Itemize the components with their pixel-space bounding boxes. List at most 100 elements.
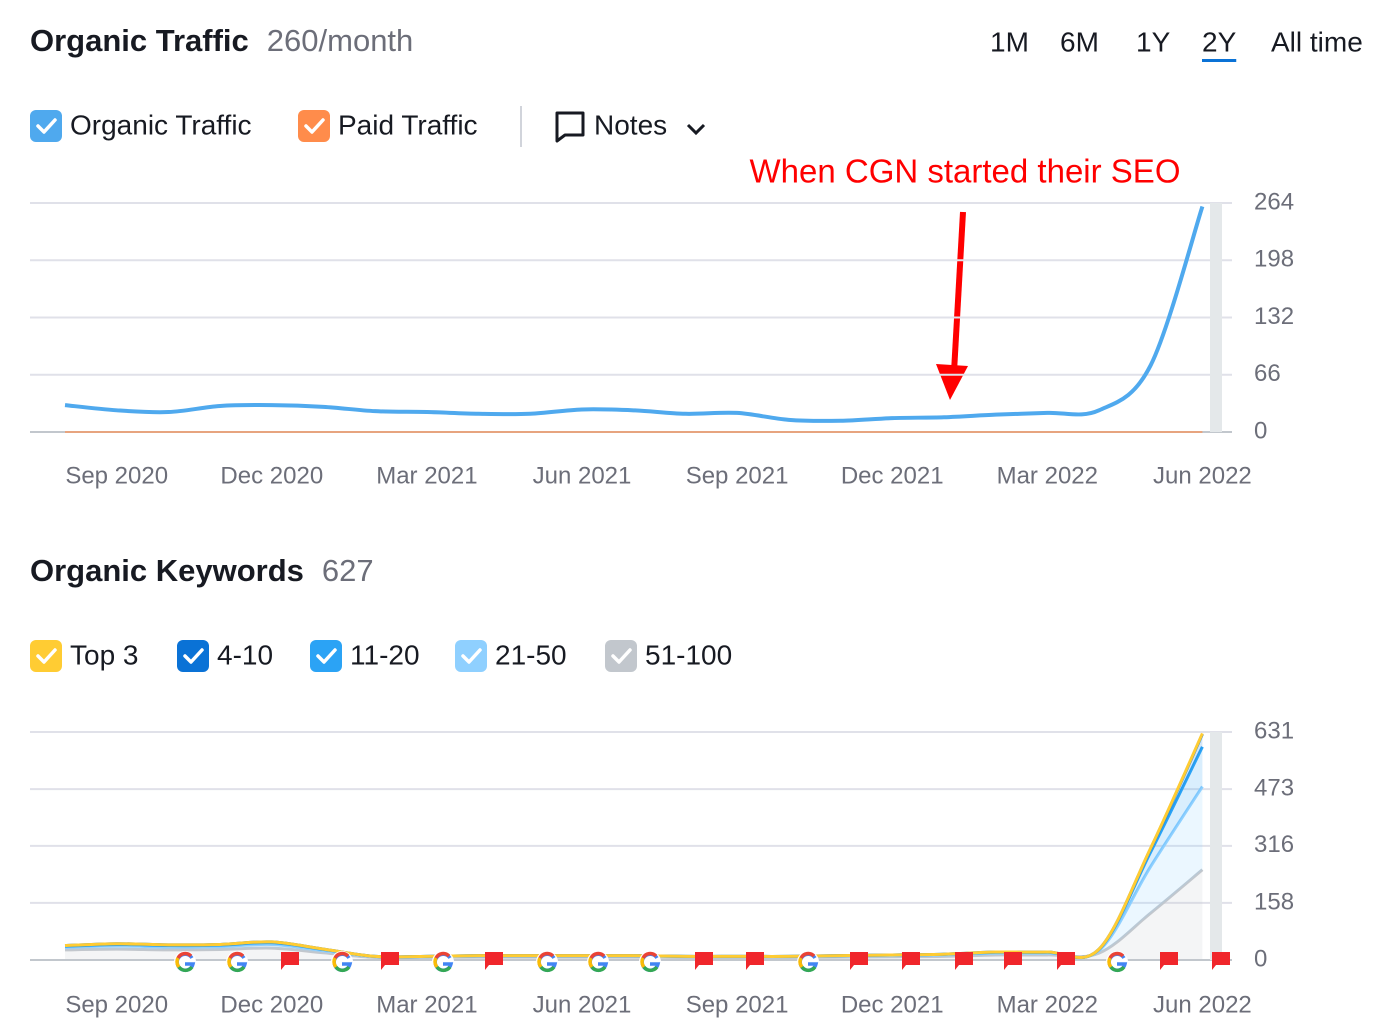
- legend-checkbox[interactable]: [30, 110, 62, 142]
- x-tick-label: Dec 2020: [220, 991, 323, 1018]
- area-line: [64, 785, 1204, 960]
- google-g-green: [435, 965, 452, 973]
- google-g-green: [1109, 965, 1126, 973]
- google-g-red: [589, 951, 606, 959]
- y-tick-label: 198: [1254, 246, 1294, 273]
- legend-checkbox[interactable]: [298, 110, 330, 142]
- annotation: When CGN started their SEO: [750, 153, 1181, 190]
- legend-label[interactable]: Top 3: [70, 639, 139, 670]
- google-update-icon[interactable]: [797, 951, 819, 973]
- x-tick-label: Mar 2021: [376, 991, 477, 1018]
- y-tick-label: 0: [1254, 417, 1267, 444]
- google-g-green: [229, 965, 246, 973]
- x-tick-label: Dec 2021: [841, 462, 944, 489]
- legend-checkbox[interactable]: [310, 640, 342, 672]
- x-tick-label: Sep 2021: [686, 991, 789, 1018]
- google-update-icon[interactable]: [639, 951, 661, 973]
- google-g-yellow: [1107, 957, 1113, 969]
- google-g-red: [1108, 951, 1125, 959]
- note-flag[interactable]: [381, 952, 399, 970]
- y-tick-label: 0: [1254, 945, 1267, 972]
- checkmark: [36, 648, 57, 664]
- legend-label[interactable]: Organic Traffic: [70, 109, 252, 140]
- range-button[interactable]: 1Y: [1136, 26, 1171, 57]
- chart-subtitle: 260/month: [267, 23, 414, 58]
- google-g-red: [176, 951, 193, 959]
- legend-checkbox[interactable]: [30, 640, 62, 672]
- notes-label[interactable]: Notes: [594, 109, 667, 140]
- google-g-red: [538, 951, 555, 959]
- note-flag[interactable]: [1004, 952, 1022, 970]
- note-flag[interactable]: [281, 952, 299, 970]
- google-g-red: [641, 951, 658, 959]
- range-button[interactable]: 6M: [1060, 26, 1099, 57]
- checkmark: [461, 648, 482, 664]
- google-g-green: [177, 965, 194, 973]
- google-g-yellow: [175, 957, 181, 969]
- note-flag[interactable]: [850, 952, 868, 970]
- checkmark: [304, 118, 325, 134]
- area: [65, 746, 1203, 958]
- x-tick-label: Jun 2021: [533, 991, 632, 1018]
- google-update-icon[interactable]: [587, 951, 609, 973]
- google-g-yellow: [588, 957, 594, 969]
- legend-label[interactable]: 51-100: [645, 639, 732, 670]
- google-update-icon[interactable]: [174, 951, 196, 973]
- annotation-arrowhead: [936, 364, 968, 400]
- range-button[interactable]: All time: [1271, 26, 1363, 57]
- google-update-icon[interactable]: [1106, 951, 1128, 973]
- note-flag[interactable]: [955, 952, 973, 970]
- legend-label[interactable]: Paid Traffic: [338, 109, 478, 140]
- google-g-green: [800, 965, 817, 973]
- chart-title: Organic Traffic: [30, 23, 249, 58]
- google-g-yellow: [227, 957, 233, 969]
- note-flag[interactable]: [1160, 952, 1178, 970]
- google-update-icon[interactable]: [432, 951, 454, 973]
- checkmark: [316, 648, 337, 664]
- range-button[interactable]: 2Y: [1202, 26, 1237, 57]
- x-tick-label: Mar 2022: [997, 462, 1098, 489]
- note-flag[interactable]: [1057, 952, 1075, 970]
- checkmark: [183, 648, 204, 664]
- note-flag[interactable]: [902, 952, 920, 970]
- chart-subtitle: 627: [322, 553, 374, 588]
- google-g-yellow: [537, 957, 543, 969]
- x-tick-label: Jun 2022: [1153, 462, 1252, 489]
- google-g-yellow: [332, 957, 338, 969]
- google-g-green: [642, 965, 659, 973]
- legend-checkbox[interactable]: [177, 640, 209, 672]
- range-button[interactable]: 1M: [990, 26, 1029, 57]
- google-update-icon[interactable]: [331, 951, 353, 973]
- legend-label[interactable]: 11-20: [350, 639, 420, 670]
- google-g-green: [539, 965, 556, 973]
- y-tick-label: 66: [1254, 360, 1281, 387]
- area-line: [64, 746, 1204, 960]
- y-tick-label: 473: [1254, 774, 1294, 801]
- notes-icon[interactable]: [555, 111, 706, 143]
- range-underline: [1202, 59, 1237, 62]
- notes-glyph: [555, 111, 585, 143]
- checkmark: [36, 118, 57, 134]
- y-tick-label: 264: [1254, 188, 1294, 215]
- x-tick-label: Dec 2020: [220, 462, 323, 489]
- google-g-yellow: [433, 957, 439, 969]
- google-update-icon[interactable]: [536, 951, 558, 973]
- note-flag[interactable]: [1212, 952, 1230, 970]
- annotation-arrow: [951, 211, 966, 373]
- x-tick-label: Sep 2021: [686, 462, 789, 489]
- note-flag[interactable]: [746, 952, 764, 970]
- y-tick-label: 158: [1254, 888, 1294, 915]
- google-g-red: [228, 951, 245, 959]
- note-flag[interactable]: [695, 952, 713, 970]
- google-update-icon[interactable]: [226, 951, 248, 973]
- legend-checkbox[interactable]: [455, 640, 487, 672]
- checkmark: [611, 648, 632, 664]
- y-tick-label: 132: [1254, 303, 1294, 330]
- google-g-yellow: [798, 957, 804, 969]
- google-g-green: [590, 965, 607, 973]
- note-flag[interactable]: [485, 952, 503, 970]
- legend-label[interactable]: 21-50: [495, 639, 567, 670]
- google-g-red: [799, 951, 816, 959]
- legend-checkbox[interactable]: [605, 640, 637, 672]
- legend-label[interactable]: 4-10: [217, 639, 273, 670]
